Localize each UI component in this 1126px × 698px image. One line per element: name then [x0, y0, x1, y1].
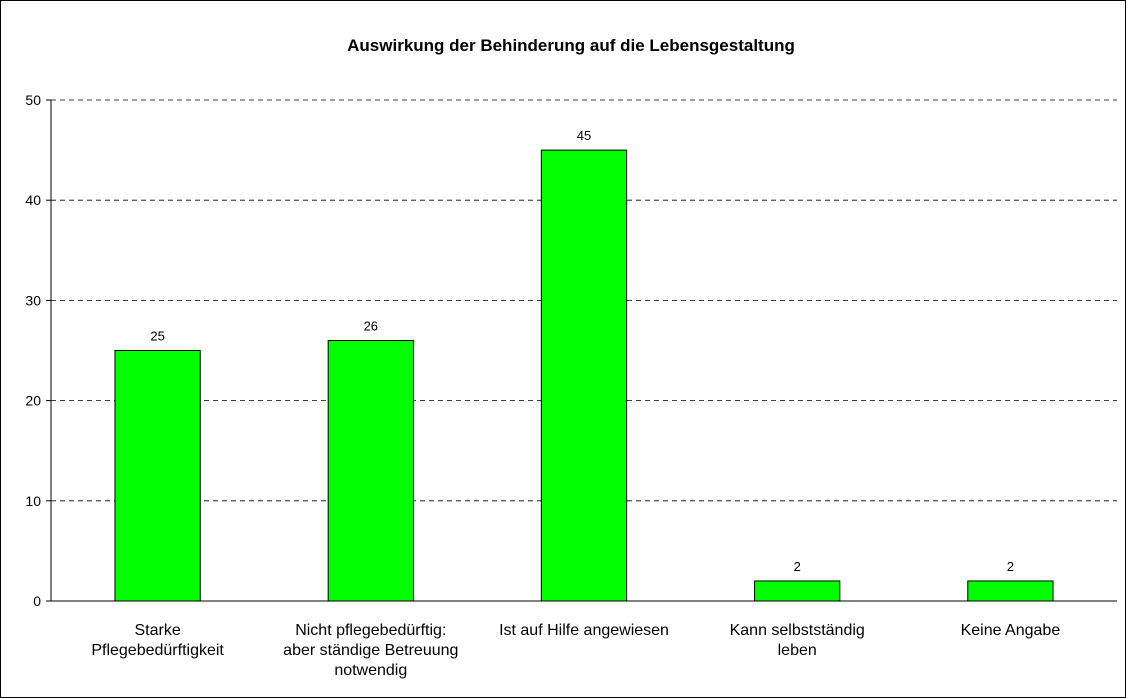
x-tick-label: Starke Pflegebedürftigkeit — [91, 622, 224, 659]
bar — [967, 580, 1054, 602]
value-label: 26 — [364, 318, 378, 333]
value-label: 45 — [577, 128, 591, 143]
y-tick-label: 0 — [33, 593, 41, 609]
x-tick-label-line: Kann selbstständig — [730, 622, 865, 639]
x-tick-label: Kann selbstständig leben — [730, 622, 865, 659]
x-tick-label-line: Pflegebedürftigkeit — [91, 642, 224, 659]
x-tick-label: Keine Angabe — [961, 622, 1061, 639]
bar — [327, 339, 414, 602]
value-label: 2 — [1007, 559, 1014, 574]
y-tick-label: 50 — [25, 92, 41, 108]
x-tick-label-line: Ist auf Hilfe angewiesen — [499, 622, 669, 639]
bar — [540, 149, 628, 602]
x-tick-label-line: Starke — [134, 622, 180, 639]
value-label: 25 — [150, 329, 164, 344]
x-tick-label-line: notwendig — [334, 662, 407, 679]
y-tick-label: 30 — [25, 292, 41, 308]
value-label: 2 — [794, 559, 801, 574]
y-tick-label: 20 — [25, 393, 41, 409]
x-tick-label: Nicht pflegebedürftig: aber ständige Betr… — [283, 622, 458, 679]
x-tick-label: Ist auf Hilfe angewiesen — [499, 622, 669, 639]
x-tick-label-line: Nicht pflegebedürftig: — [295, 622, 446, 639]
y-tick-label: 40 — [25, 192, 41, 208]
x-tick-label-line: aber ständige Betreuung — [283, 642, 458, 659]
chart-title: Auswirkung der Behinderung auf die Leben… — [347, 36, 795, 55]
bar — [754, 580, 841, 602]
x-tick-label-line: Keine Angabe — [961, 622, 1061, 639]
x-tick-label-line: leben — [778, 642, 817, 659]
y-tick-label: 10 — [25, 493, 41, 509]
bar — [114, 350, 201, 602]
